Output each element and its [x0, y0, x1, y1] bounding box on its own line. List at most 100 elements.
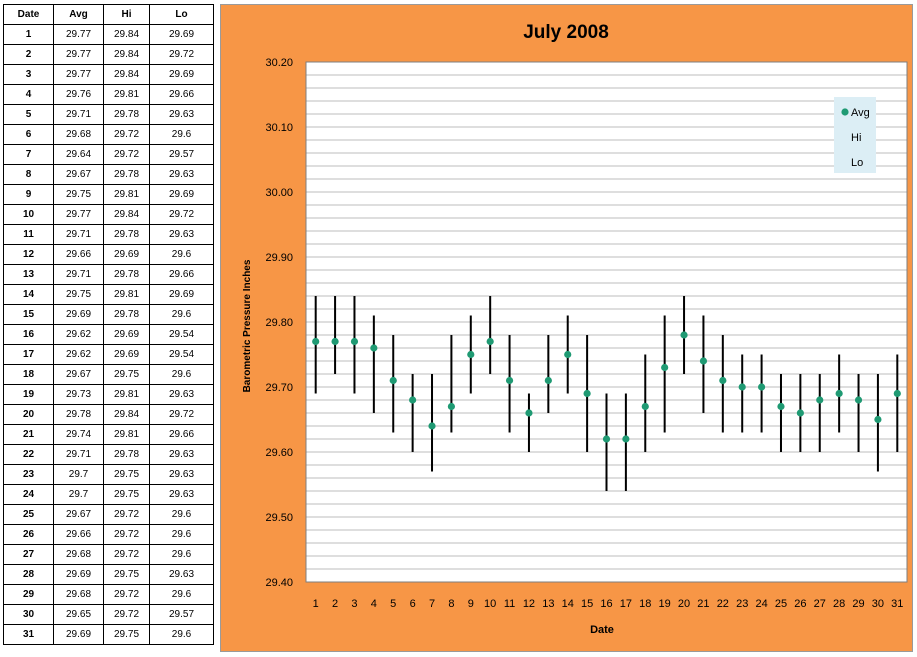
avg-point [486, 337, 494, 346]
cell-date: 1 [3, 24, 54, 45]
x-tick-label: 29 [852, 598, 864, 610]
avg-point [796, 409, 804, 417]
cell-date: 17 [3, 344, 54, 365]
x-tick-label: 6 [410, 598, 416, 610]
cell-avg: 29.68 [53, 584, 104, 605]
x-tick-label: 30 [872, 598, 884, 610]
cell-avg: 29.77 [53, 24, 104, 45]
cell-hi: 29.69 [103, 324, 150, 345]
cell-hi: 29.81 [103, 424, 150, 445]
table-row: 15 29.69 29.78 29.6 [3, 304, 214, 325]
avg-point [719, 376, 727, 385]
cell-lo: 29.63 [149, 384, 214, 405]
table-row: 7 29.64 29.72 29.57 [3, 144, 214, 165]
x-tick-label: 3 [351, 598, 357, 610]
cell-lo: 29.63 [149, 484, 214, 505]
table-row: 13 29.71 29.78 29.66 [3, 264, 214, 285]
cell-hi: 29.72 [103, 504, 150, 525]
cell-date: 7 [3, 144, 54, 165]
table-row: 2 29.77 29.84 29.72 [3, 44, 214, 65]
cell-lo: 29.63 [149, 164, 214, 185]
avg-point [409, 396, 417, 404]
cell-lo: 29.6 [149, 544, 214, 565]
cell-lo: 29.72 [149, 404, 214, 425]
table-row: 20 29.78 29.84 29.72 [3, 404, 214, 425]
x-tick-label: 4 [371, 598, 377, 610]
cell-hi: 29.81 [103, 284, 150, 305]
avg-point [661, 363, 669, 372]
cell-avg: 29.64 [53, 144, 104, 165]
cell-avg: 29.77 [53, 204, 104, 225]
data-table: Date Avg Hi Lo 1 29.77 29.84 29.69 2 29.77 29.… [3, 4, 214, 645]
cell-lo: 29.69 [149, 24, 214, 45]
table-row: 22 29.71 29.78 29.63 [3, 444, 214, 465]
legend-label-lo: Lo [851, 157, 863, 169]
cell-avg: 29.71 [53, 264, 104, 285]
avg-point [602, 435, 611, 443]
cell-avg: 29.75 [53, 284, 104, 305]
table-row: 29 29.68 29.72 29.6 [3, 584, 214, 605]
table-row: 27 29.68 29.72 29.6 [3, 544, 214, 565]
cell-lo: 29.6 [149, 624, 214, 645]
chart-panel: 29.40 29.50 29.60 29.70 29.80 29.90 30.00 30.10… [220, 4, 913, 652]
table-row: 3 29.77 29.84 29.69 [3, 64, 214, 85]
avg-point [835, 389, 843, 398]
cell-lo: 29.69 [149, 284, 214, 305]
y-tick-label: 29.60 [265, 447, 293, 459]
cell-avg: 29.69 [53, 624, 104, 645]
table-row: 28 29.69 29.75 29.63 [3, 564, 214, 585]
table-header-row: Date Avg Hi Lo [3, 4, 214, 25]
cell-date: 8 [3, 164, 54, 185]
cell-date: 15 [3, 304, 54, 325]
table-row: 1 29.77 29.84 29.69 [3, 24, 214, 45]
cell-hi: 29.72 [103, 544, 150, 565]
avg-point [757, 383, 766, 391]
cell-avg: 29.68 [53, 544, 104, 565]
cell-lo: 29.63 [149, 104, 214, 125]
cell-avg: 29.62 [53, 344, 104, 365]
avg-point [738, 383, 746, 391]
cell-date: 10 [3, 204, 54, 225]
cell-avg: 29.71 [53, 224, 104, 245]
x-tick-label: 15 [581, 598, 593, 610]
table-row: 4 29.76 29.81 29.66 [3, 84, 214, 105]
cell-hi: 29.72 [103, 584, 150, 605]
y-tick-label: 29.70 [265, 382, 293, 394]
cell-hi: 29.75 [103, 484, 150, 505]
table-row: 16 29.62 29.69 29.54 [3, 324, 214, 345]
cell-hi: 29.78 [103, 164, 150, 185]
cell-lo: 29.63 [149, 564, 214, 585]
cell-avg: 29.77 [53, 44, 104, 65]
x-tick-label: 2 [332, 598, 338, 610]
table-row: 9 29.75 29.81 29.69 [3, 184, 214, 205]
cell-hi: 29.78 [103, 104, 150, 125]
x-tick-label: 19 [659, 598, 671, 610]
avg-point [525, 409, 533, 417]
table-row: 26 29.66 29.72 29.6 [3, 524, 214, 545]
cell-avg: 29.62 [53, 324, 104, 345]
cell-avg: 29.76 [53, 84, 104, 105]
cell-date: 20 [3, 404, 54, 425]
table-row: 19 29.73 29.81 29.63 [3, 384, 214, 405]
column-header-date: Date [3, 4, 54, 25]
cell-date: 16 [3, 324, 54, 345]
table-row: 8 29.67 29.78 29.63 [3, 164, 214, 185]
cell-hi: 29.84 [103, 64, 150, 85]
cell-hi: 29.72 [103, 524, 150, 545]
cell-date: 31 [3, 624, 54, 645]
y-tick-label: 30.10 [265, 122, 293, 134]
x-tick-label: 7 [429, 598, 435, 610]
x-tick-label: 13 [542, 598, 554, 610]
x-tick-label: 18 [639, 598, 651, 610]
table-row: 24 29.7 29.75 29.63 [3, 484, 214, 505]
x-tick-label: 14 [562, 598, 574, 610]
cell-avg: 29.75 [53, 184, 104, 205]
avg-point [544, 376, 552, 385]
cell-hi: 29.84 [103, 204, 150, 225]
legend-label-avg: Avg [851, 107, 870, 119]
y-tick-label: 30.00 [265, 187, 293, 199]
x-tick-label: 17 [620, 598, 632, 610]
avg-point [777, 402, 785, 411]
cell-date: 13 [3, 264, 54, 285]
cell-lo: 29.66 [149, 264, 214, 285]
